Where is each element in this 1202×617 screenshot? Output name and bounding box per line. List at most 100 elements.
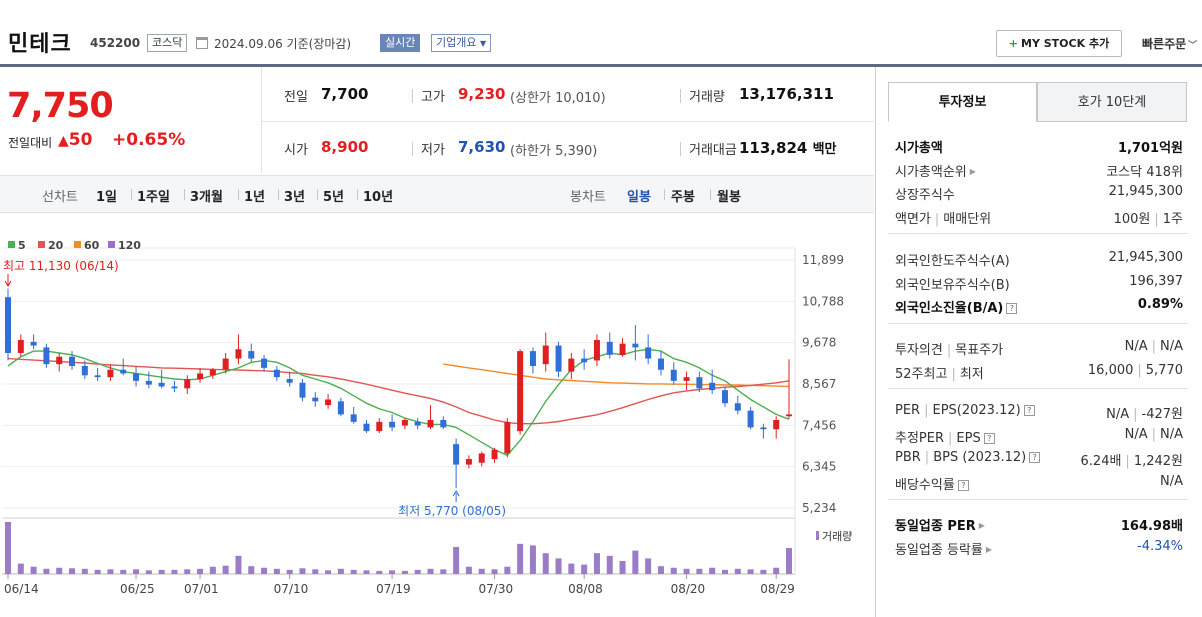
y-tick-label: 7,456 — [802, 418, 836, 432]
info-key: 외국인소진율(B/A)? — [895, 297, 1018, 316]
change-amount-value: 50 — [68, 130, 93, 150]
period-item[interactable]: 5년 — [323, 190, 345, 205]
period-divider — [184, 189, 185, 200]
plus-icon: + — [1008, 37, 1019, 50]
period-item[interactable]: 1일 — [96, 190, 118, 205]
info-value: 6.24배 | 1,242원 — [1081, 450, 1183, 469]
legend-swatch — [74, 241, 81, 248]
volume-bar — [133, 569, 140, 574]
candlestick-chart[interactable]: 11,899 10,788 9,678 8,567 7,456 6,345 5,234 5 20… — [0, 230, 874, 608]
volume-bar — [581, 564, 588, 574]
period-item[interactable]: 10년 — [363, 190, 394, 205]
ma60-line — [443, 363, 790, 388]
caret-down-icon: ▼ — [479, 39, 487, 48]
x-tick-label: 08/29 — [760, 582, 795, 596]
info-value-text: N/A — [1160, 426, 1183, 442]
candle-body — [363, 423, 370, 432]
info-value-text: 0.89% — [1137, 297, 1183, 312]
candle-body — [593, 339, 600, 361]
chevron-right-icon[interactable]: ▶ — [978, 521, 985, 530]
candle-period-item[interactable]: 일봉 — [627, 190, 651, 205]
info-row: PBR | BPS (2023.12)? 6.24배 | 1,242원 — [895, 450, 1183, 470]
help-icon[interactable]: ? — [1029, 452, 1041, 463]
info-key-text: PBR — [895, 450, 921, 465]
period-item[interactable]: 1년 — [244, 190, 266, 205]
candle-period-item[interactable]: 월봉 — [717, 190, 741, 205]
candle-period-item[interactable]: 주봉 — [671, 190, 695, 205]
volume-bar — [709, 567, 716, 574]
realtime-button[interactable]: 실시간 — [380, 34, 421, 52]
volume-bar — [453, 546, 460, 574]
info-value-text: 21,945,300 — [1108, 184, 1183, 199]
info-value: 100원 | 1주 — [1114, 208, 1183, 227]
quick-order-button[interactable]: 빠른주문 ﹀ — [1142, 35, 1197, 52]
period-item[interactable]: 3개월 — [190, 190, 223, 205]
pipe-divider: | — [1137, 362, 1142, 378]
period-selector-bar — [0, 175, 874, 213]
high-label: 고가 — [421, 90, 445, 105]
help-icon[interactable]: ? — [1006, 303, 1018, 314]
info-value: 코스닥 418위 — [1106, 161, 1183, 180]
candle-body — [273, 369, 280, 378]
period-item[interactable]: 1주일 — [137, 190, 170, 205]
legend-label: 20 — [48, 239, 64, 252]
info-value-text: 5,770 — [1145, 362, 1183, 378]
info-value: N/A | N/A — [1125, 339, 1183, 354]
candle-body — [491, 449, 498, 460]
help-icon[interactable]: ? — [1023, 405, 1035, 416]
volume-bar — [683, 568, 690, 574]
info-row: 투자의견 | 목표주가 N/A | N/A — [895, 339, 1183, 359]
info-value-text: 16,000 — [1087, 362, 1134, 378]
tab-order-book[interactable]: 호가 10단계 — [1037, 82, 1187, 122]
date-basis: 기준(장마감) — [286, 37, 352, 51]
volume-bar — [517, 543, 524, 574]
ma20-line — [7, 357, 790, 425]
summary-row-divider — [262, 121, 874, 122]
cell-divider — [680, 89, 681, 103]
low-value: 7,630 — [458, 138, 506, 156]
candle-body — [43, 347, 50, 365]
volume-bar — [261, 567, 268, 574]
prev-close-label: 전일 — [284, 90, 308, 105]
change-label: 전일대비 — [8, 136, 53, 150]
legend-swatch — [108, 241, 115, 248]
candle-body — [235, 349, 242, 359]
chevron-down-icon: ﹀ — [1188, 41, 1198, 51]
info-row: 동일업종 등락률 ▶ -4.34% — [895, 539, 1183, 559]
chevron-right-icon[interactable]: ▶ — [985, 544, 993, 554]
y-tick-label: 6,345 — [802, 460, 836, 474]
volume-bar — [235, 555, 242, 574]
candle-body — [619, 343, 626, 355]
chevron-right-icon[interactable]: ▶ — [969, 166, 976, 176]
company-overview-label: 기업개요 — [436, 36, 477, 49]
info-key: 동일업종 PER ▶ — [895, 515, 985, 534]
volume-bar — [555, 558, 562, 574]
x-tick-label: 06/14 — [4, 582, 39, 596]
candle-body — [645, 347, 652, 359]
tab-investment-info[interactable]: 투자정보 — [888, 82, 1037, 122]
info-key-text: 투자의견 — [895, 343, 943, 358]
help-icon[interactable]: ? — [983, 432, 995, 444]
add-mystock-button[interactable]: + MY STOCK 추가 — [996, 30, 1122, 57]
cell-divider — [680, 142, 681, 156]
candle-body — [56, 356, 63, 365]
amount-value: 113,824 백만 — [739, 138, 836, 157]
volume-bar — [632, 550, 639, 574]
info-value: 164.98배 — [1121, 515, 1183, 534]
amount-unit: 백만 — [812, 142, 837, 157]
pipe-divider: | — [924, 403, 929, 418]
volume-bar — [593, 553, 600, 574]
period-item[interactable]: 3년 — [284, 190, 306, 205]
candle-body — [389, 421, 396, 428]
info-divider — [888, 388, 1188, 389]
candle-body — [325, 399, 332, 406]
info-value: N/A — [1160, 474, 1183, 489]
candle-body — [197, 373, 204, 380]
info-value-text: 1주 — [1162, 211, 1183, 227]
company-overview-dropdown[interactable]: 기업개요 ▼ — [431, 34, 492, 52]
period-divider — [238, 189, 239, 200]
x-tick-label: 07/19 — [376, 582, 411, 596]
candle-body — [632, 343, 639, 348]
help-icon[interactable]: ? — [957, 479, 969, 491]
prev-close-value: 7,700 — [321, 85, 369, 103]
